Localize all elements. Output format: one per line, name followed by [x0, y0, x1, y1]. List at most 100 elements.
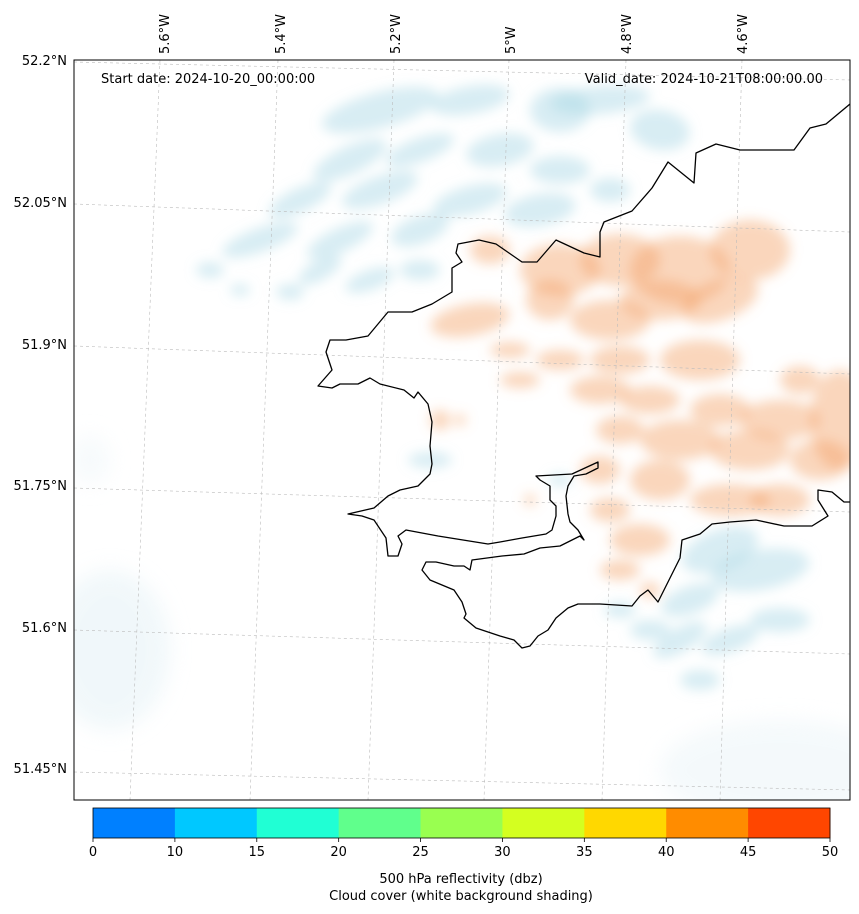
- shading-blob: [268, 181, 332, 219]
- colorbar-swatch: [584, 808, 667, 838]
- shading-blob: [590, 498, 630, 522]
- colorbar-swatch: [748, 808, 831, 838]
- shading-blob: [400, 260, 440, 280]
- lat-label-51-75n: 51.75°N: [14, 479, 67, 494]
- shading-blob: [750, 608, 810, 632]
- lat-label-51-9n: 51.9°N: [22, 338, 67, 353]
- lon-label-5-6w: 5.6°W: [158, 14, 173, 54]
- shading-blob: [430, 84, 510, 116]
- shading-blob: [526, 280, 574, 320]
- colorbar-label-reflectivity: 500 hPa reflectivity (dbz): [379, 872, 542, 887]
- shading-blob: [750, 484, 810, 516]
- colorbar[interactable]: 0 10 15 20 25 30 35 40 45 50 500 hPa reflectivity…: [89, 807, 838, 904]
- shading-blob: [610, 524, 670, 556]
- colorbar-tick-label: 10: [167, 845, 184, 860]
- valid-date-label: Valid_date: 2024-10-21T08:00:00.00: [585, 72, 823, 87]
- shading-blob: [345, 267, 395, 293]
- shading-blob: [640, 420, 720, 460]
- shading-blob: [680, 670, 720, 690]
- shading-blob: [430, 410, 450, 430]
- shading-blob: [321, 86, 439, 134]
- colorbar-tick-label: 45: [740, 845, 757, 860]
- shading-blob: [690, 394, 750, 426]
- shading-blob: [661, 583, 719, 617]
- colorbar-swatch: [502, 808, 585, 838]
- shading-blob: [620, 386, 680, 414]
- colorbar-tick-label: 20: [330, 845, 347, 860]
- shading-blob: [342, 171, 418, 209]
- shading-blob: [690, 484, 770, 516]
- colorbar-frame: [92, 807, 831, 839]
- coastline: [317, 103, 850, 649]
- lon-label-5-2w: 5.2°W: [389, 14, 404, 54]
- lon-label-5-4w: 5.4°W: [274, 14, 289, 54]
- lat-label-52-05n: 52.05°N: [14, 196, 67, 211]
- shading-blob: [222, 222, 298, 258]
- shading-blob: [500, 372, 540, 388]
- colorbar-ticks: 0 10 15 20 25 30 35 40 45 50: [89, 838, 838, 860]
- start-date-label: Start date: 2024-10-20_00:00:00: [101, 72, 315, 87]
- shading-blob: [790, 440, 850, 480]
- shading-blob: [466, 133, 534, 167]
- lat-label-51-45n: 51.45°N: [14, 762, 67, 777]
- lat-label-52-2n: 52.2°N: [22, 54, 67, 69]
- colorbar-swatch: [420, 808, 503, 838]
- shading-blob: [590, 346, 650, 374]
- shading-blob: [660, 340, 740, 380]
- shading-blob: [640, 582, 660, 598]
- shading-blob: [596, 416, 644, 444]
- shading-blob: [196, 262, 224, 278]
- shading-blob: [313, 138, 387, 182]
- colorbar-tick-label: 40: [658, 845, 675, 860]
- shading-blob: [470, 236, 510, 264]
- colorbar-swatch: [174, 808, 258, 838]
- shading-blob: [524, 494, 536, 506]
- shading-blob: [710, 548, 810, 592]
- colorbar-label-cloud: Cloud cover (white background shading): [329, 889, 593, 904]
- shading-blob: [620, 280, 700, 320]
- colorbar-swatch: [666, 808, 749, 838]
- colorbar-tick-label: 30: [494, 845, 511, 860]
- shading-blob: [530, 156, 590, 184]
- lon-label-4-8w: 4.8°W: [620, 14, 635, 54]
- shading-blob: [306, 221, 374, 259]
- shading-blob: [408, 452, 452, 468]
- shading-blob: [710, 430, 790, 470]
- shading-blob: [630, 620, 670, 640]
- map-background: [74, 60, 850, 800]
- latitude-labels: 52.2°N 52.05°N 51.9°N 51.75°N 51.6°N 51.…: [14, 54, 67, 777]
- shading-blob: [504, 193, 576, 227]
- shading-blob: [780, 366, 820, 394]
- colorbar-tick-label: 15: [249, 845, 266, 860]
- colorbar-tick-label: 35: [576, 845, 593, 860]
- shading-blob: [710, 220, 790, 280]
- colorbar-swatch: [338, 808, 422, 838]
- shading-blob: [385, 133, 455, 167]
- cloud-cover-shading[interactable]: [196, 77, 813, 690]
- shading-blob: [454, 414, 466, 426]
- lat-label-51-6n: 51.6°N: [22, 621, 67, 636]
- shading-blob: [276, 284, 304, 300]
- longitude-labels: 5.6°W 5.4°W 5.2°W 5°W 4.8°W 4.6°W: [158, 14, 751, 54]
- colorbar-tick-label: 0: [89, 845, 97, 860]
- lon-label-5w: 5°W: [504, 26, 519, 54]
- colorbar-tick-label: 50: [822, 845, 839, 860]
- shading-blob: [430, 302, 510, 338]
- shading-blob: [681, 276, 759, 324]
- shading-blob: [653, 621, 707, 659]
- shading-blob: [536, 350, 584, 370]
- shading-blob: [701, 624, 759, 656]
- shading-blob: [298, 255, 342, 285]
- colorbar-tick-label: 25: [412, 845, 429, 860]
- shading-blob: [740, 400, 820, 440]
- shading-blob: [433, 183, 507, 217]
- shading-blob: [630, 460, 690, 500]
- cloud-cover-faint: [74, 435, 850, 800]
- colorbar-swatch: [93, 808, 176, 838]
- shading-blob: [548, 474, 572, 486]
- colorbar-swatch: [256, 808, 340, 838]
- lon-label-4-6w: 4.6°W: [736, 14, 751, 54]
- map-frame: [73, 59, 851, 801]
- shading-blob: [391, 213, 449, 247]
